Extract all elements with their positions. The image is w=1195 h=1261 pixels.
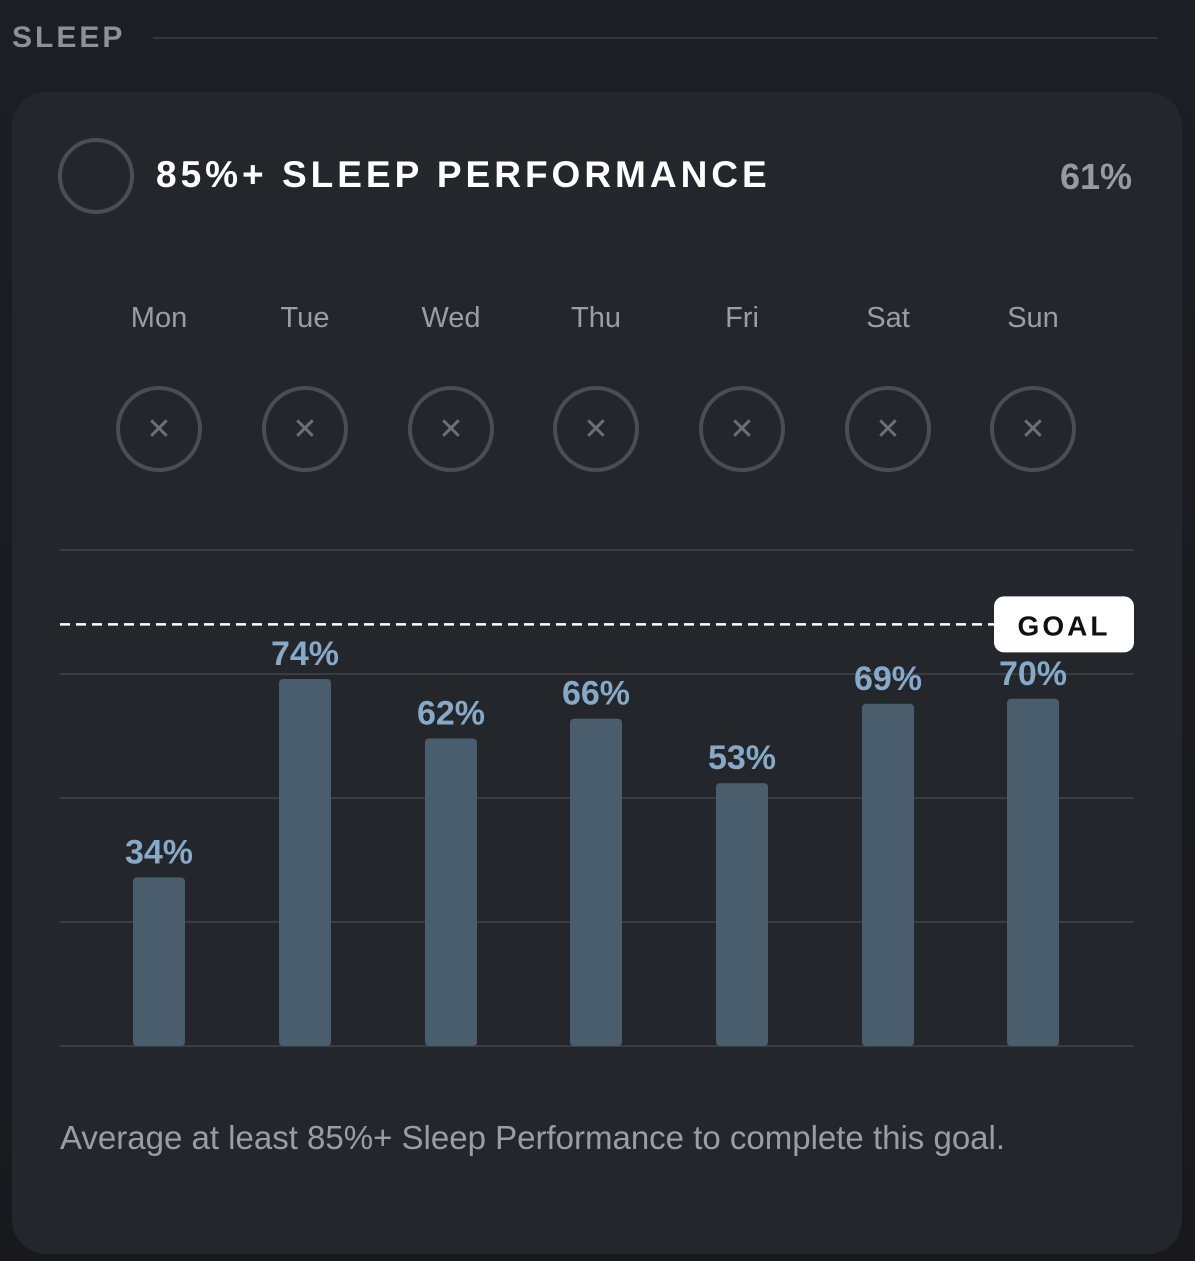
- day-labels: Mon Tue Wed Thu Fri Sat Sun: [12, 302, 1182, 342]
- goal-description: Average at least 85%+ Sleep Performance …: [60, 1119, 1006, 1156]
- day-status-mon-x-icon[interactable]: ✕: [116, 386, 202, 472]
- day-label-sat: Sat: [866, 302, 910, 334]
- bar-label-tue: 74%: [271, 635, 339, 673]
- bar-mon: [133, 877, 185, 1046]
- bar-label-fri: 53%: [708, 739, 776, 777]
- day-label-thu: Thu: [571, 302, 621, 334]
- bar-label-wed: 62%: [417, 694, 485, 732]
- bar-fri: [716, 783, 768, 1046]
- goal-badge: [994, 596, 1134, 653]
- day-status-thu-x-icon[interactable]: ✕: [553, 386, 639, 472]
- bar-label-thu: 66%: [562, 675, 630, 713]
- bar-sat: [862, 703, 914, 1046]
- section-header: SLEEP: [12, 18, 1158, 58]
- card-value: 61%: [1059, 156, 1132, 197]
- bar-tue: [279, 678, 331, 1046]
- day-label-sun: Sun: [1007, 302, 1059, 334]
- bar-label-sat: 69%: [854, 660, 922, 698]
- goal-label: GOAL: [1018, 610, 1111, 641]
- bar-thu: [570, 718, 622, 1046]
- card-title: 85%+ SLEEP PERFORMANCE: [156, 154, 771, 195]
- day-status-wed-x-icon[interactable]: ✕: [408, 386, 494, 472]
- goal-progress-ring-icon: [58, 138, 134, 214]
- day-status-sun-x-icon[interactable]: ✕: [990, 386, 1076, 472]
- day-status-sat-x-icon[interactable]: ✕: [845, 386, 931, 472]
- bar-sun: [1007, 698, 1059, 1046]
- day-status-tue-x-icon[interactable]: ✕: [262, 386, 348, 472]
- section-title: SLEEP: [12, 21, 126, 54]
- section-divider: [153, 37, 1158, 39]
- day-label-fri: Fri: [725, 302, 759, 334]
- day-label-tue: Tue: [280, 302, 330, 334]
- bar-label-sun: 70%: [999, 655, 1067, 693]
- bar-wed: [425, 738, 477, 1046]
- day-status-fri-x-icon[interactable]: ✕: [699, 386, 785, 472]
- bar-label-mon: 34%: [125, 833, 193, 871]
- day-label-wed: Wed: [421, 302, 481, 334]
- sleep-performance-card[interactable]: 85%+ SLEEP PERFORMANCE 61% Mon Tue Wed Thu F…: [12, 92, 1182, 1254]
- sleep-performance-chart: GOAL 34% 74% 62% 66% 53% 69% 70%: [60, 549, 1134, 1047]
- day-label-mon: Mon: [130, 302, 188, 334]
